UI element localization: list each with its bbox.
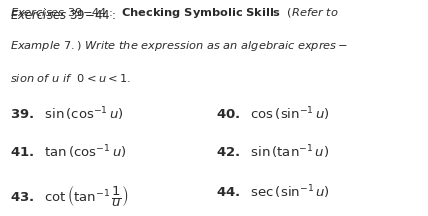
Text: $\it{Exercises\ 39{-}44:}$  $\bf{Checking\ Symbolic\ Skills}$  $\it{(Refer\ to}$: $\it{Exercises\ 39{-}44:}$ $\bf{Checking… — [9, 6, 338, 20]
Text: $\mathbf{41.}$  $\rm{tan\,(\cos^{-1}\mathit{u})}$: $\mathbf{41.}$ $\rm{tan\,(\cos^{-1}\math… — [9, 143, 126, 161]
Text: $\mathbf{44.}$  $\rm{sec\,(\sin^{-1}\mathit{u})}$: $\mathbf{44.}$ $\rm{sec\,(\sin^{-1}\math… — [216, 183, 330, 201]
Text: $\mathbf{42.}$  $\rm{sin\,(\tan^{-1}\mathit{u})}$: $\mathbf{42.}$ $\rm{sin\,(\tan^{-1}\math… — [216, 143, 329, 161]
Text: $\it{Exercises\ 39}$$\it{-44:}$: $\it{Exercises\ 39}$$\it{-44:}$ — [9, 8, 116, 22]
Text: $\mathbf{43.}$  $\rm{cot\,\left(\tan^{-1}\dfrac{1}{\mathit{u}}\right)}$: $\mathbf{43.}$ $\rm{cot\,\left(\tan^{-1}… — [9, 183, 128, 209]
Text: $\it{sion\ of\ u\ if}$  $0 < u < 1.$: $\it{sion\ of\ u\ if}$ $0 < u < 1.$ — [9, 72, 131, 84]
Text: $\mathbf{39.}$  $\rm{sin\,(\cos^{-1}\mathit{u})}$: $\mathbf{39.}$ $\rm{sin\,(\cos^{-1}\math… — [9, 106, 123, 123]
Text: $\it{Example\ 7.)\ Write\ the\ expression\ as\ an\ algebraic\ expres-}$: $\it{Example\ 7.)\ Write\ the\ expressio… — [9, 39, 348, 53]
Text: $\mathbf{40.}$  $\rm{cos\,(\sin^{-1}\mathit{u})}$: $\mathbf{40.}$ $\rm{cos\,(\sin^{-1}\math… — [216, 106, 330, 123]
